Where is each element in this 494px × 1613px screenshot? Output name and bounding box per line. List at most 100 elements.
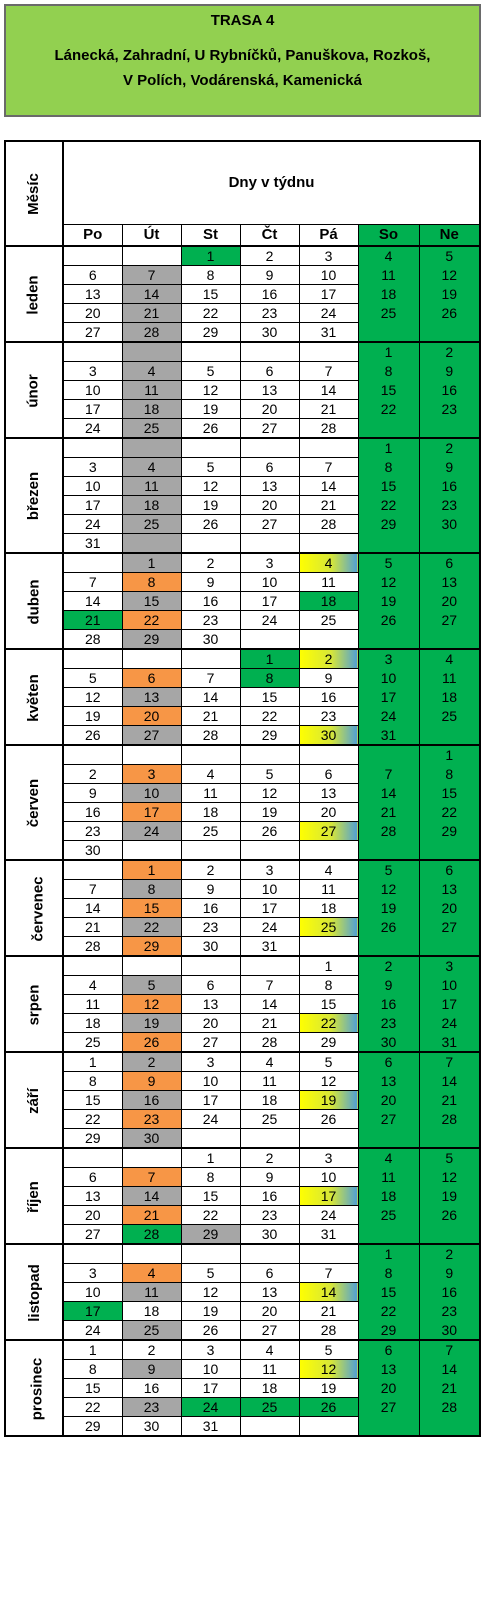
week-row: 31: [5, 533, 481, 553]
week-row: 24 25 26 27 28 29 30: [5, 514, 481, 534]
day-cell: 15: [357, 476, 420, 496]
day-cell: [239, 955, 300, 976]
day-cell: [62, 437, 123, 458]
day-cell: 22: [357, 1301, 420, 1321]
day-cell: [121, 437, 182, 458]
day-cell: [239, 1416, 300, 1436]
day-cell: 1: [62, 1339, 123, 1360]
collection-calendar: Měsíc Dny v týdnu Po Út St Čt Pá So Ne leden 1 2…: [4, 140, 482, 1437]
day-cell: 2: [121, 1339, 182, 1360]
day-cell: 19: [418, 1186, 481, 1206]
day-cell: 27: [121, 725, 182, 745]
week-row: duben 1 2 3 4 5 6: [4, 552, 481, 650]
day-cell: 20: [357, 1090, 420, 1110]
day-cell: 17: [62, 495, 123, 515]
day-cell: 30: [239, 322, 300, 342]
week-row: září 1 2 3 4 5 6 7: [4, 1051, 481, 1149]
week-row: 21 22 23 24 25 26 27: [5, 610, 481, 630]
day-cell: [121, 533, 182, 553]
day-cell: 7: [121, 265, 182, 285]
day-cell: 10: [357, 668, 420, 688]
day-cell: 30: [418, 1320, 481, 1340]
day-cell: 7: [180, 668, 241, 688]
day-cell: 15: [121, 898, 182, 918]
day-cell: 10: [298, 1167, 359, 1187]
day-cell: 3: [298, 245, 359, 266]
day-cell: 24: [239, 610, 300, 630]
week-row: 30: [5, 840, 481, 860]
weekday-header-row: Po Út St Čt Pá So Ne: [5, 224, 481, 246]
day-cell: 19: [180, 495, 241, 515]
day-cell: 19: [418, 284, 481, 304]
week-row: 28 29 30: [5, 629, 481, 649]
day-cell: 21: [121, 1205, 182, 1225]
day-cell: 26: [357, 917, 420, 937]
week-row: 11 12 13 14 15 16 17: [5, 994, 481, 1014]
day-cell: 18: [357, 284, 420, 304]
day-cell: 15: [357, 380, 420, 400]
day-cell: 29: [62, 1128, 123, 1148]
day-cell: 12: [418, 1167, 481, 1187]
day-cell: [418, 1128, 481, 1148]
day-cell: [239, 1128, 300, 1148]
day-cell: 21: [357, 802, 420, 822]
day-cell: [239, 437, 300, 458]
day-cell: 16: [357, 994, 420, 1014]
week-row: 14 15 16 17 18 19 20: [5, 591, 481, 611]
weekday-header: St: [180, 224, 241, 246]
day-cell: 12: [62, 687, 123, 707]
day-cell: 24: [298, 1205, 359, 1225]
day-cell: 18: [121, 1301, 182, 1321]
day-cell: [418, 322, 481, 342]
month-label: srpen: [4, 955, 64, 1053]
day-cell: 5: [180, 457, 241, 477]
day-cell: 5: [418, 1147, 481, 1168]
day-cell: 21: [418, 1378, 481, 1398]
day-cell: [418, 533, 481, 553]
day-cell: 27: [180, 1032, 241, 1052]
day-cell: 25: [418, 706, 481, 726]
day-cell: 9: [357, 975, 420, 995]
day-cell: 6: [357, 1051, 420, 1072]
day-cell: 20: [180, 1013, 241, 1033]
week-row: 17 18 19 20 21 22 23: [5, 495, 481, 515]
day-cell: 20: [418, 591, 481, 611]
week-row: 20 21 22 23 24 25 26: [5, 1205, 481, 1225]
day-cell: 22: [62, 1397, 123, 1417]
day-cell: 16: [418, 1282, 481, 1302]
day-cell: 5: [298, 1051, 359, 1072]
day-cell: 28: [121, 322, 182, 342]
week-row: 27 28 29 30 31: [5, 322, 481, 342]
week-row: 17 18 19 20 21 22 23: [5, 1301, 481, 1321]
day-cell: 24: [62, 418, 123, 438]
day-cell: 1: [357, 341, 420, 362]
day-cell: 16: [121, 1090, 182, 1110]
day-cell: [121, 744, 182, 765]
day-cell: 16: [180, 591, 241, 611]
day-cell: 9: [418, 457, 481, 477]
day-cell: 13: [239, 380, 300, 400]
day-cell: 9: [239, 265, 300, 285]
day-cell: 17: [239, 591, 300, 611]
day-cell: 28: [62, 936, 123, 956]
day-cell: 15: [239, 687, 300, 707]
weekday-header: So: [357, 224, 420, 246]
day-cell: 25: [62, 1032, 123, 1052]
day-cell: 8: [357, 457, 420, 477]
day-cell: 1: [180, 1147, 241, 1168]
day-cell: 5: [239, 764, 300, 784]
week-row: 22 23 24 25 26 27 28: [5, 1397, 481, 1417]
day-cell: 23: [180, 610, 241, 630]
day-cell: 9: [121, 1071, 182, 1091]
day-cell: 13: [62, 1186, 123, 1206]
day-cell: 14: [418, 1359, 481, 1379]
day-cell: 24: [62, 1320, 123, 1340]
day-cell: 18: [298, 591, 359, 611]
day-cell: [62, 552, 123, 573]
week-row: 27 28 29 30 31: [5, 1224, 481, 1244]
day-cell: [298, 1243, 359, 1264]
day-cell: [298, 629, 359, 649]
month-label: listopad: [4, 1243, 64, 1341]
week-row: 10 11 12 13 14 15 16: [5, 476, 481, 496]
